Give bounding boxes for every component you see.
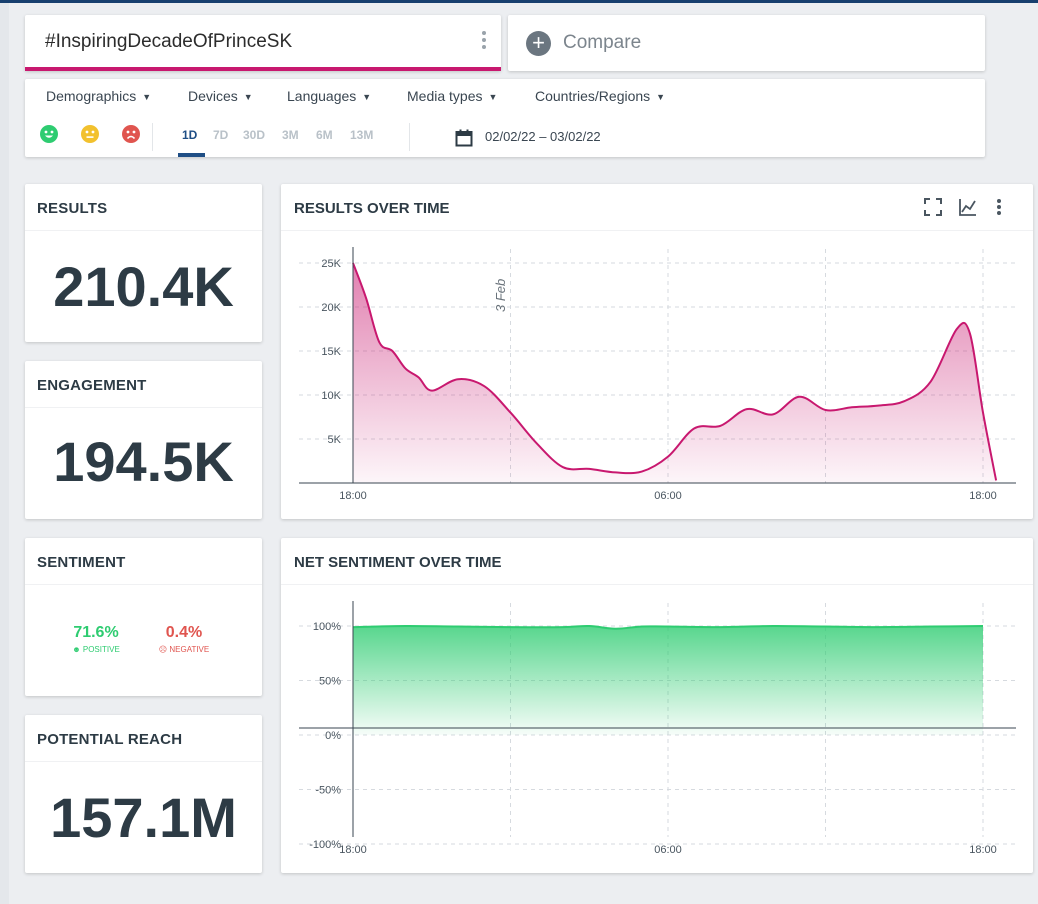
divider	[409, 123, 410, 151]
positive-percent: 71.6%	[73, 624, 119, 641]
positive-small-icon: ☻	[72, 645, 81, 654]
y-tick-label: 100%	[313, 621, 341, 633]
range-6m[interactable]: 6M	[316, 128, 333, 142]
positive-label: POSITIVE	[82, 645, 120, 654]
y-tick-label: 0%	[325, 730, 341, 742]
x-tick-label: 18:00	[969, 844, 997, 856]
neutral-face-icon[interactable]	[81, 125, 99, 143]
date-range[interactable]: 02/02/22 – 03/02/22	[485, 129, 601, 144]
expand-icon[interactable]	[922, 196, 944, 223]
caret-down-icon: ▼	[362, 92, 372, 102]
series-area	[353, 263, 997, 483]
card-divider	[281, 584, 1033, 585]
results-title: RESULTS	[37, 200, 108, 217]
compare-label: Compare	[563, 32, 642, 53]
x-tick-label: 18:00	[339, 490, 367, 502]
positive-sentiment: 71.6% ☻ POSITIVE	[66, 624, 126, 654]
media-types-dropdown[interactable]: Media types ▼	[407, 88, 498, 104]
caret-down-icon: ▼	[243, 92, 253, 102]
more-vert-icon[interactable]	[995, 196, 1003, 223]
series-line	[352, 262, 998, 481]
y-tick-label: -50%	[315, 785, 341, 797]
sentiment-title: SENTIMENT	[37, 554, 126, 571]
x-tick-label: 06:00	[654, 844, 682, 856]
net-sentiment-title: NET SENTIMENT OVER TIME	[294, 554, 502, 571]
range-30d[interactable]: 30D	[243, 128, 266, 142]
results-over-time-chart: 5K 10K 15K 20K 25K 18:00 06:00 18:00 3 Feb	[299, 247, 1016, 502]
results-over-time-card: 5K 10K 15K 20K 25K 18:00 06:00 18:00 3 Feb RESUL…	[281, 184, 1033, 519]
range-13m[interactable]: 13M	[350, 128, 374, 142]
card-divider	[25, 230, 262, 231]
negative-small-icon: ☹	[158, 645, 168, 654]
card-divider	[281, 230, 1033, 231]
search-query-box[interactable]: #InspiringDecadeOfPrinceSK	[25, 15, 501, 71]
negative-label: NEGATIVE	[169, 645, 210, 654]
y-tick-label: 15K	[321, 346, 341, 358]
net-sentiment-chart: 100%50%0%-50%-100%18:00 06:00 18:00	[299, 601, 1016, 856]
y-tick-label: 50%	[319, 676, 341, 688]
negative-face-icon[interactable]	[122, 125, 140, 143]
top-accent-bar	[0, 0, 1038, 3]
caret-down-icon: ▼	[488, 92, 498, 102]
engagement-title: ENGAGEMENT	[37, 377, 147, 394]
engagement-value: 194.5K	[53, 430, 234, 493]
divider	[152, 123, 153, 151]
countries-regions-dropdown[interactable]: Countries/Regions ▼	[535, 88, 666, 104]
results-value: 210.4K	[53, 255, 234, 318]
add-circle-icon: +	[526, 31, 551, 56]
net-sentiment-over-time-card: 100% 50% 0% -50% -100% 18:00 06:00 18:00 NET SE…	[281, 538, 1033, 873]
range-3m[interactable]: 3M	[282, 128, 299, 142]
reach-value: 157.1M	[50, 786, 237, 849]
compare-button[interactable]: + Compare	[508, 15, 985, 71]
card-divider	[25, 761, 262, 762]
engagement-card: ENGAGEMENT 194.5K	[25, 361, 262, 519]
x-tick-label: 18:00	[969, 490, 997, 502]
y-tick-label: 5K	[328, 434, 342, 446]
line-chart-icon[interactable]	[957, 196, 979, 223]
search-query-text[interactable]: #InspiringDecadeOfPrinceSK	[45, 31, 293, 52]
reach-title: POTENTIAL REACH	[37, 731, 183, 748]
negative-sentiment: 0.4% ☹ NEGATIVE	[156, 624, 212, 654]
y-tick-label: 10K	[321, 390, 341, 402]
card-divider	[25, 407, 262, 408]
languages-dropdown[interactable]: Languages ▼	[287, 88, 372, 104]
range-7d[interactable]: 7D	[213, 128, 229, 142]
positive-face-icon[interactable]	[40, 125, 58, 143]
results-over-time-title: RESULTS OVER TIME	[294, 200, 450, 217]
filters-bar: Demographics ▼ Devices ▼ Languages ▼ Media …	[25, 79, 985, 157]
negative-percent: 0.4%	[165, 624, 203, 641]
query-underline	[25, 67, 501, 71]
left-edge-panel	[0, 3, 9, 904]
x-tick-label: 18:00	[339, 844, 367, 856]
y-tick-label: 20K	[321, 302, 341, 314]
results-card: RESULTS 210.4K	[25, 184, 262, 342]
card-divider	[25, 584, 262, 585]
sentiment-card: SENTIMENT 71.6% ☻ POSITIVE 0.4% ☹ NEGATI…	[25, 538, 262, 696]
caret-down-icon: ▼	[142, 92, 152, 102]
y-tick-label: -100%	[309, 839, 341, 851]
potential-reach-card: POTENTIAL REACH 157.1M	[25, 715, 262, 873]
caret-down-icon: ▼	[656, 92, 666, 102]
y-tick-label: 25K	[321, 258, 341, 270]
query-menu-icon[interactable]	[481, 31, 487, 53]
calendar-icon[interactable]	[455, 129, 473, 152]
series-line	[352, 624, 984, 630]
series-area	[353, 625, 983, 735]
active-range-indicator	[178, 153, 205, 157]
range-1d[interactable]: 1D	[182, 128, 198, 142]
date-marker-label: 3 Feb	[493, 279, 508, 312]
x-tick-label: 06:00	[654, 490, 682, 502]
demographics-dropdown[interactable]: Demographics ▼	[46, 88, 152, 104]
devices-dropdown[interactable]: Devices ▼	[188, 88, 253, 104]
